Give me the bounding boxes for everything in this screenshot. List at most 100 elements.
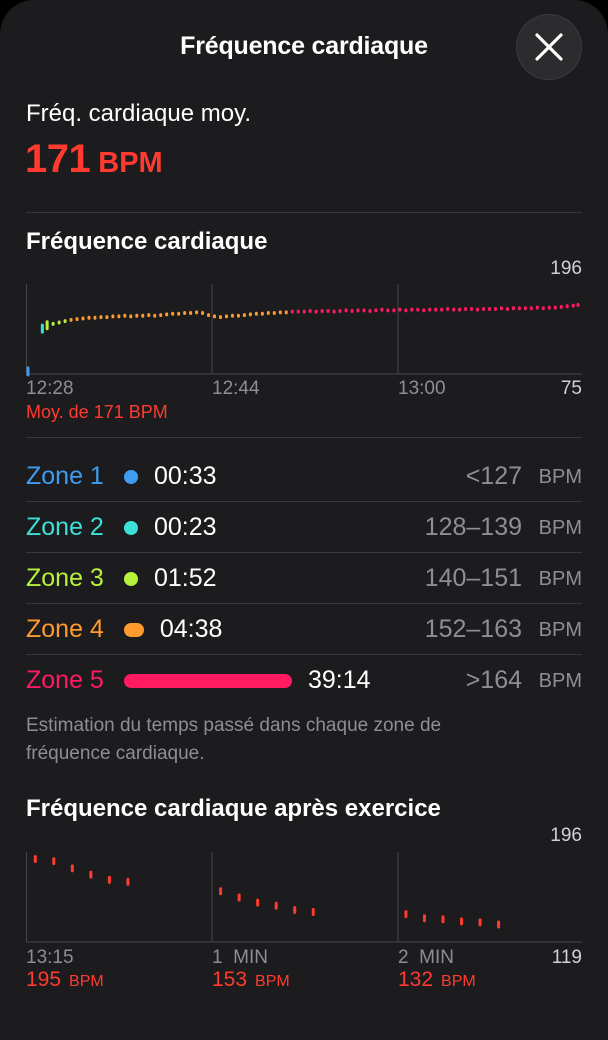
hr-data-point xyxy=(213,314,217,319)
average-heart-rate-value: 171 BPM xyxy=(25,137,163,182)
hr-data-point xyxy=(488,306,492,311)
hr-data-point xyxy=(368,309,372,314)
hr-data-point xyxy=(242,313,246,318)
recovery-data-point xyxy=(497,920,501,929)
divider xyxy=(26,603,582,604)
zone-row: Zone 4 04:38 152–163 BPM xyxy=(26,605,582,655)
recovery-data-point xyxy=(70,864,74,873)
hr-chart-x-label-3: 13:00 xyxy=(398,378,446,399)
zone-name: Zone 2 xyxy=(26,513,104,541)
hr-data-point xyxy=(356,308,360,313)
heart-rate-chart xyxy=(26,284,582,377)
zone-time: 00:23 xyxy=(154,513,217,541)
zone-duration-bar xyxy=(124,572,138,586)
divider xyxy=(26,654,582,655)
hr-data-point xyxy=(535,305,539,310)
hr-average-note: Moy. de 171 BPM xyxy=(26,402,168,422)
hr-data-point xyxy=(338,309,342,314)
hr-data-point xyxy=(380,307,384,312)
recovery-data-point xyxy=(126,877,130,886)
recovery-value-1min: 153 BPM xyxy=(212,968,290,992)
hr-data-point xyxy=(266,311,270,316)
hr-chart-x-label-1: 12:28 xyxy=(26,378,74,399)
hr-data-point xyxy=(494,306,497,311)
recovery-value-start: 195 BPM xyxy=(26,968,104,992)
hr-data-point xyxy=(308,309,312,314)
zone-row: Zone 3 01:52 140–151 BPM xyxy=(26,554,582,604)
hr-data-point xyxy=(386,308,390,313)
hr-data-point xyxy=(135,313,139,318)
hr-data-point xyxy=(236,313,240,318)
hr-data-point xyxy=(123,313,127,318)
hr-data-point xyxy=(81,316,85,321)
hr-data-point xyxy=(201,311,205,316)
hr-data-point xyxy=(177,311,181,316)
hr-data-point xyxy=(350,309,354,314)
recovery-data-point xyxy=(293,905,297,914)
recovery-data-point xyxy=(89,870,93,879)
zone-duration-bar xyxy=(124,623,144,637)
hr-data-point xyxy=(278,310,282,315)
recovery-data-point xyxy=(256,898,260,907)
close-icon xyxy=(535,33,563,61)
hr-data-point xyxy=(219,315,222,320)
recovery-data-point xyxy=(311,908,315,917)
hr-data-point xyxy=(576,302,580,307)
hr-data-point xyxy=(111,314,115,319)
zone-range: <127 xyxy=(465,462,522,490)
recovery-chart-max-label: 196 xyxy=(550,825,582,846)
hr-data-point xyxy=(559,304,563,309)
average-heart-rate-label: Fréq. cardiaque moy. xyxy=(26,100,251,127)
hr-data-point xyxy=(230,313,234,318)
hr-data-point xyxy=(69,317,73,322)
zone-unit: BPM xyxy=(538,619,582,641)
zone-unit: BPM xyxy=(538,568,582,590)
zone-name: Zone 4 xyxy=(26,615,104,643)
zone-range: 152–163 xyxy=(424,615,522,643)
zone-row: Zone 5 39:14 >164 BPM xyxy=(26,656,582,706)
recovery-value-number: 132 xyxy=(398,968,434,991)
hr-data-point xyxy=(224,314,228,319)
hr-data-point xyxy=(553,305,557,310)
zone-unit: BPM xyxy=(538,466,582,488)
hr-data-point xyxy=(290,309,294,314)
hr-data-point xyxy=(45,320,49,331)
hr-data-point xyxy=(344,308,348,313)
hr-data-point xyxy=(511,306,515,311)
hr-data-point xyxy=(332,309,336,314)
hr-data-point xyxy=(159,313,163,318)
divider xyxy=(26,212,582,213)
recovery-data-point xyxy=(422,914,426,923)
zone-duration-bar xyxy=(124,470,138,484)
hr-data-point xyxy=(458,307,462,312)
hr-data-point xyxy=(464,306,468,311)
hr-data-point xyxy=(452,307,456,312)
hr-data-point xyxy=(129,314,133,319)
zone-time: 01:52 xyxy=(154,564,217,592)
hr-data-point xyxy=(446,306,450,311)
zone-duration-bar xyxy=(124,674,292,688)
recovery-data-point xyxy=(404,910,408,919)
hr-data-point xyxy=(63,319,67,324)
hr-data-point xyxy=(320,309,324,314)
zone-row: Zone 1 00:33 <127 BPM xyxy=(26,452,582,502)
zone-name: Zone 1 xyxy=(26,462,104,490)
hr-data-point xyxy=(541,306,545,311)
hr-data-point xyxy=(117,314,121,319)
recovery-data-point xyxy=(274,901,278,910)
close-button[interactable] xyxy=(516,14,582,80)
recovery-value-unit: BPM xyxy=(69,973,104,990)
hr-data-point xyxy=(272,311,276,316)
hr-data-point xyxy=(499,306,503,311)
recovery-value-unit: BPM xyxy=(255,973,290,990)
hr-data-point xyxy=(248,312,252,317)
hr-data-point xyxy=(326,309,330,314)
recovery-chart xyxy=(26,852,582,943)
hr-data-point xyxy=(302,309,306,314)
hr-data-point xyxy=(410,307,414,312)
zone-duration-bar xyxy=(124,521,138,535)
hr-data-point xyxy=(195,310,199,315)
hr-data-point xyxy=(476,307,480,312)
divider xyxy=(26,501,582,502)
